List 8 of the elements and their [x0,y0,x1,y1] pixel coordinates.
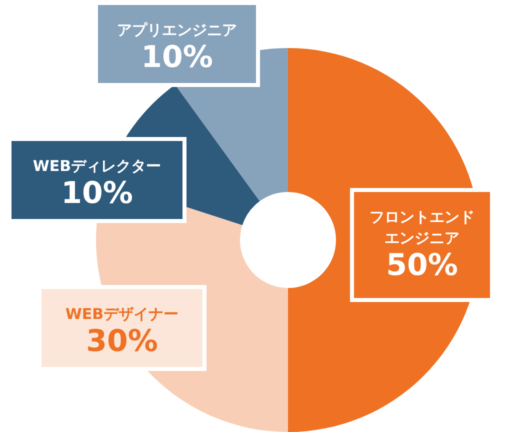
data-label: 10% [141,40,213,75]
data-label: 10% [61,176,133,211]
data-label: 30% [86,324,158,359]
slice-label: WEBデザイナー [65,305,179,323]
data-label: 50% [386,248,458,283]
slice-label: WEBディレクター [32,157,162,175]
slice-label: アプリエンジニア [117,21,237,39]
slice-label: フロントエンドエンジニア [370,208,474,247]
